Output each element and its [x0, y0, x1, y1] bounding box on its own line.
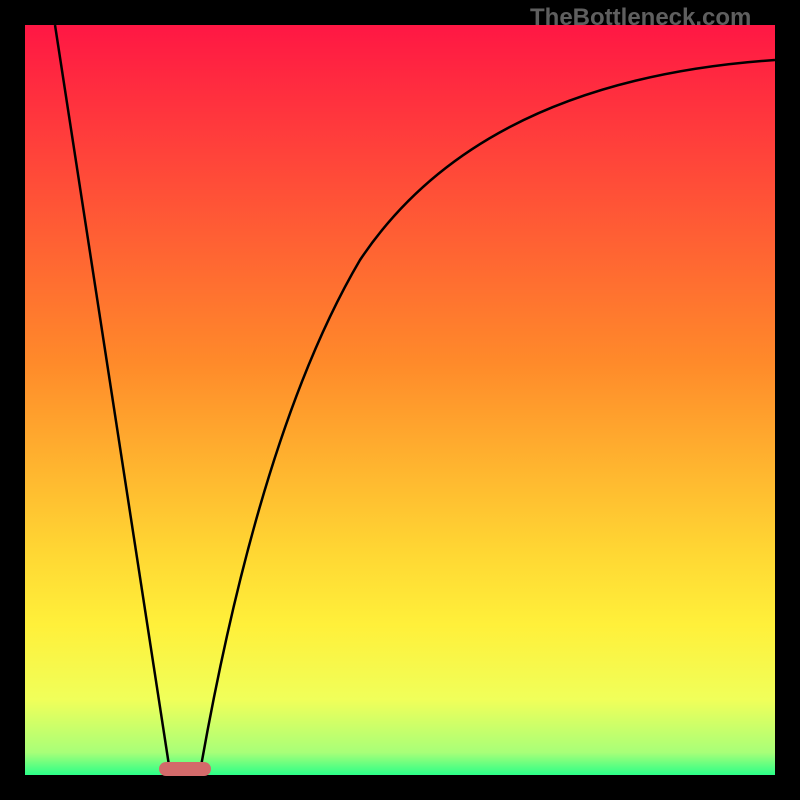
watermark-text: TheBottleneck.com	[530, 4, 751, 32]
chart-frame: TheBottleneck.com	[0, 0, 800, 800]
plot-area	[25, 25, 775, 775]
optimal-marker	[159, 762, 211, 776]
